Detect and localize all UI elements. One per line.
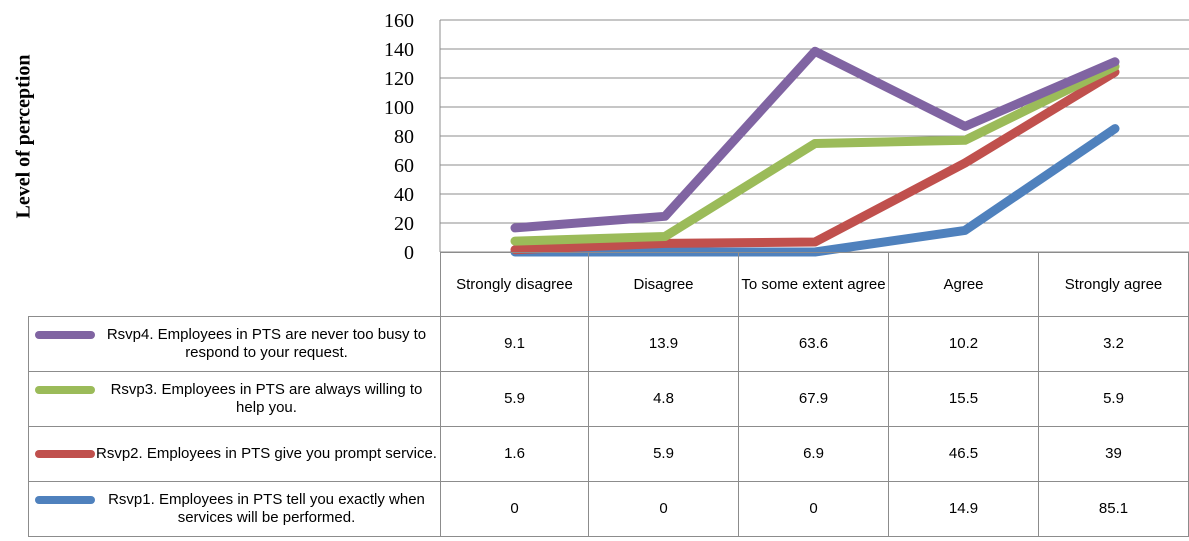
table-cell: 6.9 xyxy=(738,426,889,482)
table-cell: 3.2 xyxy=(1038,316,1189,372)
table-cell: 0 xyxy=(588,481,739,537)
table-corner xyxy=(28,252,441,317)
series-label: Rsvp4. Employees in PTS are never too bu… xyxy=(106,326,427,361)
series-line xyxy=(510,67,1120,255)
table-cell: 5.9 xyxy=(1038,371,1189,427)
data-table: Strongly disagree Disagree To some exten… xyxy=(28,252,1189,537)
series-label-cell: Rsvp4. Employees in PTS are never too bu… xyxy=(28,316,441,372)
header-cell: Strongly disagree xyxy=(440,252,589,317)
header-cell: To some extent agree xyxy=(738,252,889,317)
series-line xyxy=(510,46,1120,233)
y-tick-label: 160 xyxy=(384,10,414,32)
table-cell: 10.2 xyxy=(888,316,1039,372)
series-lines xyxy=(510,46,1120,257)
y-tick-label: 80 xyxy=(394,126,414,148)
table-cell: 67.9 xyxy=(738,371,889,427)
y-tick-label: 120 xyxy=(384,68,414,90)
table-cell: 85.1 xyxy=(1038,481,1189,537)
header-cell: Agree xyxy=(888,252,1039,317)
legend-key-rsvp4 xyxy=(35,331,95,339)
header-cell: Disagree xyxy=(588,252,739,317)
y-axis-label: Level of perception xyxy=(4,20,44,252)
table-cell: 9.1 xyxy=(440,316,589,372)
y-tick-label: 40 xyxy=(394,184,414,206)
y-tick-label: 60 xyxy=(394,155,414,177)
table-row: Rsvp1. Employees in PTS tell you exactly… xyxy=(28,481,1189,537)
table-cell: 5.9 xyxy=(588,426,739,482)
table-row: Rsvp4. Employees in PTS are never too bu… xyxy=(28,316,1189,372)
series-label-cell: Rsvp3. Employees in PTS are always willi… xyxy=(28,371,441,427)
y-axis-label-text: Level of perception xyxy=(12,53,35,219)
table-cell: 15.5 xyxy=(888,371,1039,427)
y-tick-label: 20 xyxy=(394,213,414,235)
table-cell: 1.6 xyxy=(440,426,589,482)
series-line xyxy=(510,61,1120,246)
legend-key-rsvp3 xyxy=(35,386,95,394)
header-cell: Strongly agree xyxy=(1038,252,1189,317)
series-label-cell: Rsvp1. Employees in PTS tell you exactly… xyxy=(28,481,441,537)
table-cell: 5.9 xyxy=(440,371,589,427)
legend-key-rsvp2 xyxy=(35,450,95,458)
table-cell: 13.9 xyxy=(588,316,739,372)
table-row: Rsvp3. Employees in PTS are always willi… xyxy=(28,371,1189,427)
table-row: Rsvp2. Employees in PTS give you prompt … xyxy=(28,426,1189,482)
table-cell: 14.9 xyxy=(888,481,1039,537)
table-cell: 0 xyxy=(440,481,589,537)
table-cell: 4.8 xyxy=(588,371,739,427)
y-tick-label: 100 xyxy=(384,97,414,119)
table-cell: 39 xyxy=(1038,426,1189,482)
table-cell: 46.5 xyxy=(888,426,1039,482)
series-label-cell: Rsvp2. Employees in PTS give you prompt … xyxy=(28,426,441,482)
table-cell: 63.6 xyxy=(738,316,889,372)
y-tick-label: 140 xyxy=(384,39,414,61)
table-cell: 0 xyxy=(738,481,889,537)
series-label: Rsvp2. Employees in PTS give you prompt … xyxy=(96,445,437,462)
table-header-row: Strongly disagree Disagree To some exten… xyxy=(28,252,1189,317)
series-label: Rsvp3. Employees in PTS are always willi… xyxy=(110,381,423,416)
series-label: Rsvp1. Employees in PTS tell you exactly… xyxy=(108,491,425,526)
legend-key-rsvp1 xyxy=(35,496,95,504)
